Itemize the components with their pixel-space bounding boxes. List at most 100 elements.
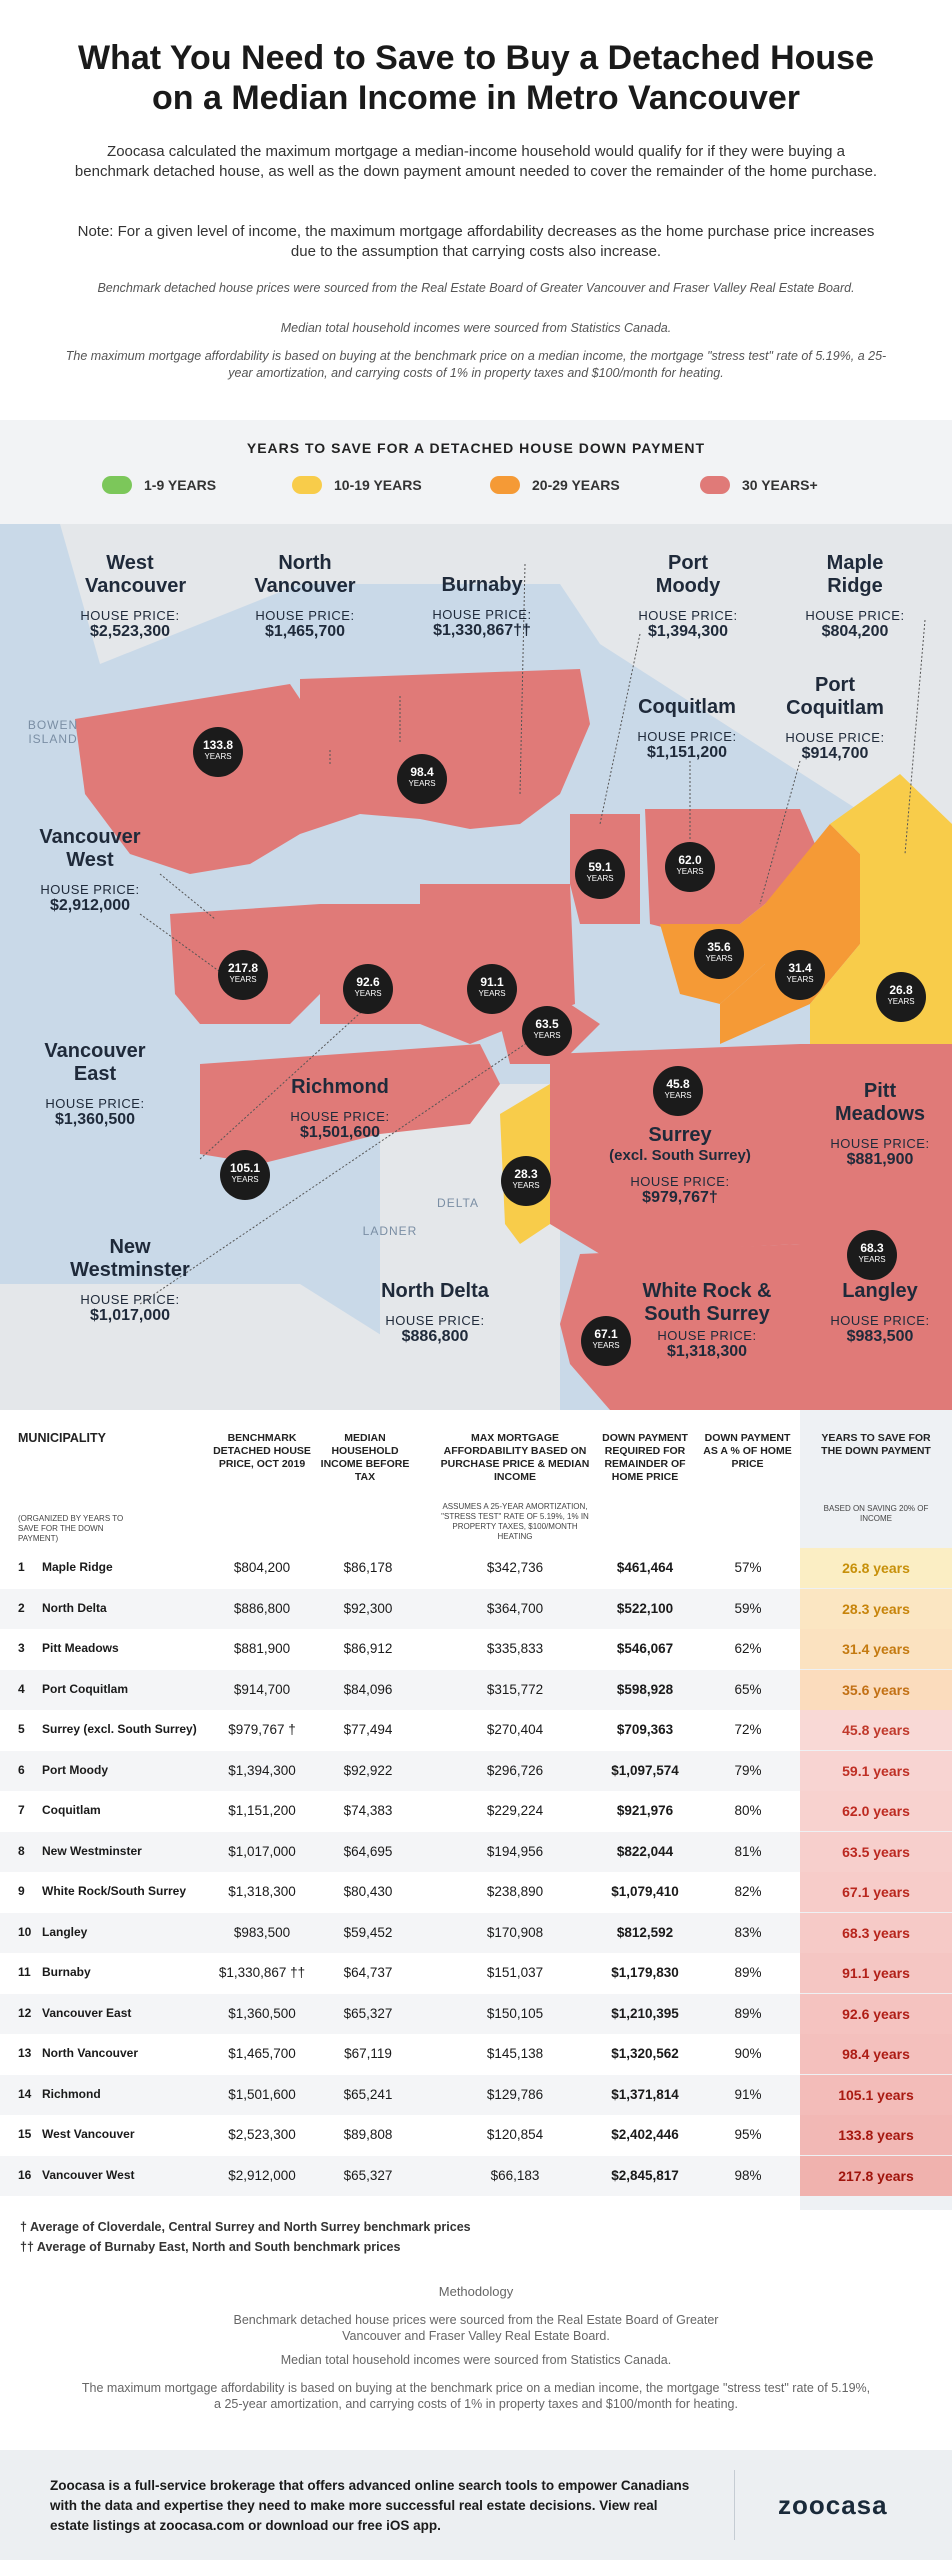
badge-new-westminster: 63.5 YEARS: [522, 1006, 572, 1056]
row-municipality: North Delta: [42, 1600, 107, 1615]
row-rank: 7: [18, 1803, 25, 1817]
row-pct: 89%: [734, 1965, 762, 1980]
badge-north-delta: 28.3 YEARS: [501, 1156, 551, 1206]
zoocasa-logo[interactable]: zoocasa: [778, 2490, 888, 2520]
row-income: $74,383: [343, 1803, 393, 1818]
table-row: 1 Maple Ridge $804,200 $86,178 $342,736 $461,…: [0, 1548, 952, 1588]
row-income: $92,922: [343, 1762, 393, 1778]
label-surrey: Surrey (excl. South Surrey) HOUSE PRICE:…: [609, 1124, 751, 1206]
row-rank: 9: [18, 1884, 25, 1898]
row-municipality: Surrey (excl. South Surrey): [42, 1722, 197, 1736]
table-row: 12 Vancouver East $1,360,500 $65,327 $150,10…: [0, 1993, 952, 2034]
label-new-westminster: New Westminster HOUSE PRICE: $1,017,000: [70, 1236, 190, 1324]
region-white-rock: [560, 1244, 800, 1410]
footnote-2: †† Average of Burnaby East, North and So…: [20, 2240, 401, 2254]
header-mortgage-sub: ASSUMES A 25-YEAR AMORTIZATION, "STRESS …: [441, 1502, 589, 1541]
legend-swatch: [700, 476, 730, 494]
row-municipality: Coquitlam: [42, 1803, 101, 1817]
row-years: 133.8 years: [800, 2115, 952, 2155]
header-years: YEARS TO SAVE FOR THE DOWN PAYMENT: [821, 1432, 931, 1457]
table-row: 2 North Delta $886,800 $92,300 $364,700 $522,…: [0, 1588, 952, 1629]
label-coquitlam: Coquitlam HOUSE PRICE: $1,151,200: [637, 696, 737, 761]
row-pct: 80%: [734, 1803, 762, 1818]
row-pct: 91%: [734, 2086, 762, 2102]
row-price: $1,360,500: [228, 2005, 296, 2021]
row-pct: 59%: [734, 1600, 762, 1616]
badge-white-rock: 67.1 YEARS: [581, 1316, 631, 1366]
row-income: $92,300: [343, 1600, 393, 1616]
row-rank: 16: [18, 2167, 32, 2182]
row-income: $80,430: [343, 1884, 393, 1899]
badge-coquitlam: 62.0 YEARS: [665, 842, 715, 892]
footer-text: Zoocasa is a full-service brokerage that…: [50, 2478, 690, 2533]
label-langley: Langley HOUSE PRICE: $983,500: [830, 1280, 930, 1345]
row-mortgage: $238,890: [486, 1884, 544, 1899]
table-row: 7 Coquitlam $1,151,200 $74,383 $229,224 $921,…: [0, 1791, 952, 1831]
row-rank: 14: [18, 2086, 32, 2101]
row-municipality: New Westminster: [42, 1843, 142, 1858]
badge-vancouver-east: 92.6 YEARS: [343, 964, 393, 1014]
table-row: 10 Langley $983,500 $59,452 $170,908 $812,592…: [0, 1912, 952, 1953]
legend-title: YEARS TO SAVE FOR A DETACHED HOUSE DOWN …: [246, 440, 706, 456]
row-years: 217.8 years: [800, 2155, 952, 2196]
table-row: 15 West Vancouver $2,523,300 $89,808 $120,85…: [0, 2115, 952, 2155]
row-pct: 95%: [734, 2127, 762, 2142]
row-mortgage: $194,956: [486, 1843, 544, 1859]
row-rank: 13: [18, 2046, 32, 2060]
row-income: $65,327: [343, 2167, 393, 2183]
label-port-coquitlam: Port Coquitlam HOUSE PRICE: $914,700: [785, 674, 885, 762]
row-years: 35.6 years: [800, 1669, 952, 1710]
row-down: $546,067: [616, 1641, 674, 1656]
badge-pitt-meadows: 31.4 YEARS: [775, 950, 825, 1000]
row-municipality: North Vancouver: [42, 2046, 139, 2060]
row-down: $812,592: [616, 1924, 674, 1940]
row-years: 62.0 years: [800, 1791, 952, 1831]
row-rank: 8: [18, 1843, 25, 1858]
row-rank: 11: [18, 1965, 31, 1979]
row-municipality: Port Coquitlam: [42, 1681, 128, 1696]
legend-item-1-9: 1-9 YEARS: [102, 475, 216, 495]
row-rank: 4: [18, 1681, 25, 1696]
label-burnaby: Burnaby HOUSE PRICE: $1,330,867††: [432, 574, 532, 639]
row-pct: 65%: [734, 1681, 762, 1697]
row-down: $1,371,814: [611, 2086, 679, 2102]
row-years: 68.3 years: [800, 1912, 952, 1953]
region-west-vancouver: [75, 684, 300, 874]
title-line-2: on a Median Income in Metro Vancouver: [151, 79, 801, 117]
legend-swatch: [490, 476, 520, 494]
table-row: 3 Pitt Meadows $881,900 $86,912 $335,833 $546…: [0, 1629, 952, 1669]
row-income: $89,808: [343, 2127, 393, 2142]
row-down: $461,464: [616, 1560, 674, 1575]
row-price: $979,767 †: [228, 1722, 296, 1737]
row-income: $86,178: [343, 1560, 393, 1575]
table-row: 5 Surrey (excl. South Surrey) $979,767 † $7…: [0, 1710, 952, 1750]
row-rank: 1: [18, 1560, 25, 1574]
table-row: 14 Richmond $1,501,600 $65,241 $129,786 $1,37…: [0, 2074, 952, 2115]
row-municipality: Port Moody: [42, 1762, 108, 1777]
row-income: $67,119: [344, 2046, 392, 2061]
row-mortgage: $315,772: [486, 1681, 544, 1697]
row-rank: 2: [18, 1600, 25, 1615]
header-income: MEDIAN HOUSEHOLD INCOME BEFORE TAX: [320, 1432, 410, 1483]
row-income: $65,241: [343, 2086, 393, 2102]
row-price: $914,700: [233, 1681, 291, 1697]
legend-label: 10-19 YEARS: [334, 477, 422, 493]
row-municipality: West Vancouver: [42, 2127, 135, 2141]
header: What You Need to Save to Buy a Detached …: [0, 0, 952, 420]
row-years: 31.4 years: [800, 1629, 952, 1669]
row-rank: 5: [18, 1722, 25, 1736]
badge-north-vancouver: 98.4 YEARS: [397, 754, 447, 804]
title-line-1: What You Need to Save to Buy a Detached …: [77, 39, 874, 77]
row-down: $1,097,574: [611, 1762, 679, 1778]
row-down: $598,928: [616, 1681, 674, 1697]
row-mortgage: $270,404: [486, 1722, 544, 1737]
row-income: $59,452: [343, 1924, 393, 1940]
methodology-p2: Median total household incomes were sour…: [280, 2353, 672, 2367]
row-down: $822,044: [616, 1843, 674, 1859]
legend-item-10-19: 10-19 YEARS: [292, 475, 422, 495]
row-price: $2,912,000: [228, 2167, 296, 2183]
row-price: $804,200: [233, 1560, 291, 1575]
badge-maple-ridge: 26.8 YEARS: [876, 972, 926, 1022]
row-income: $84,096: [343, 1681, 393, 1697]
row-municipality: Pitt Meadows: [42, 1641, 119, 1655]
